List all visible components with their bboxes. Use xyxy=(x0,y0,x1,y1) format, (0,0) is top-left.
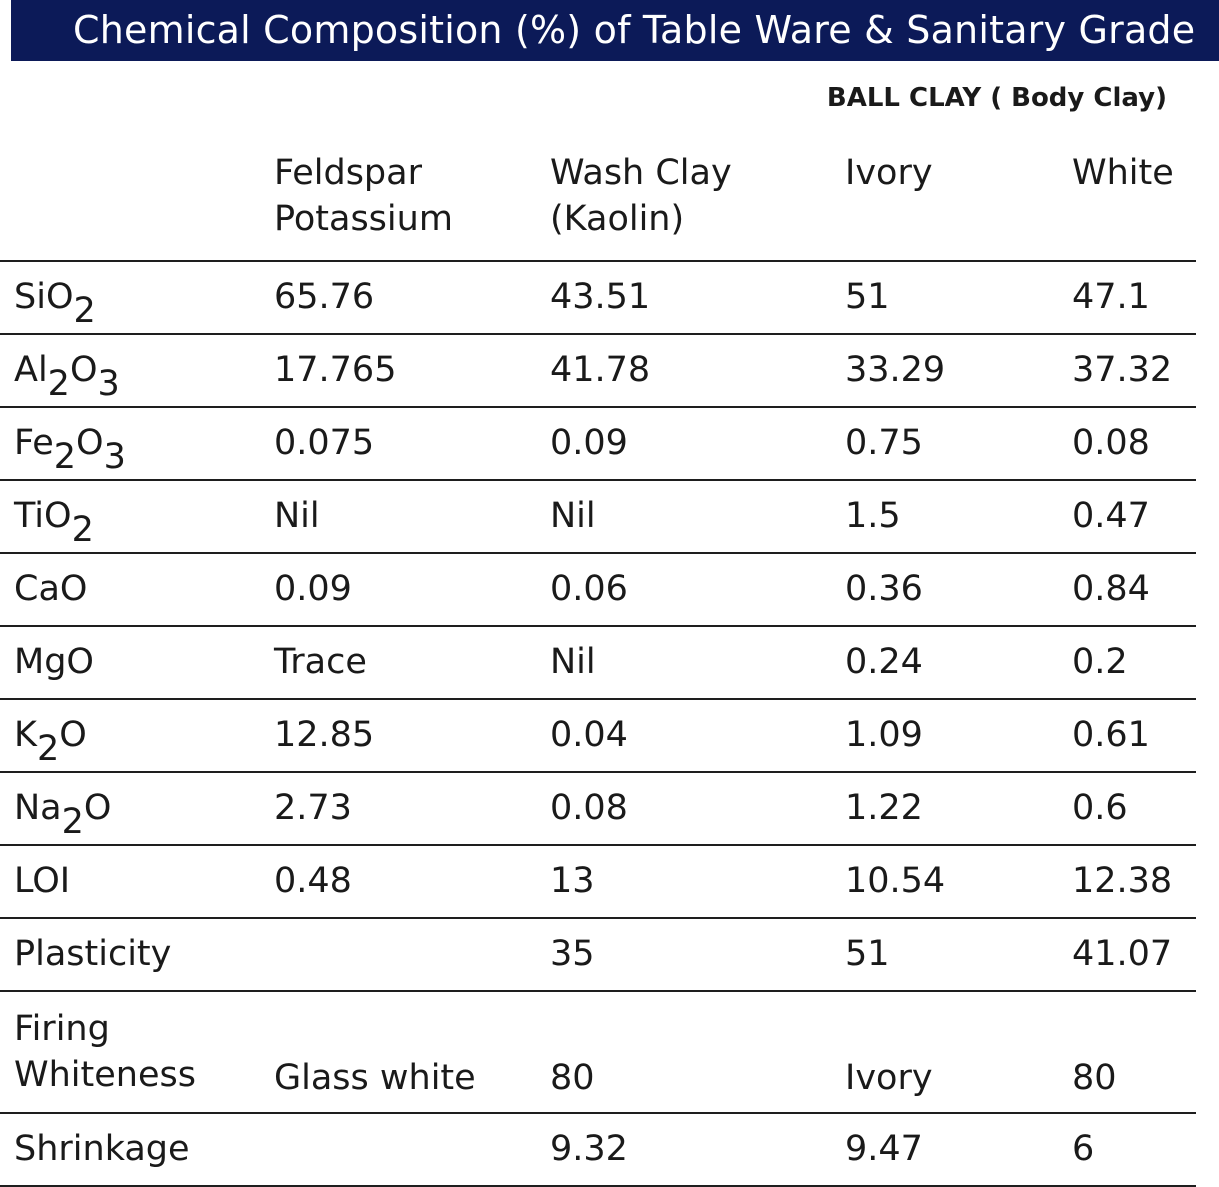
table-row: K2O 12.85 0.04 1.09 0.61 xyxy=(0,700,1196,773)
cell-wash-clay: 9.32 xyxy=(550,1129,628,1169)
cell-wash-clay: 0.06 xyxy=(550,569,628,609)
table-row: Na2O 2.73 0.08 1.22 0.6 xyxy=(0,773,1196,846)
cell-white: 37.32 xyxy=(1072,350,1173,390)
column-header-wash-clay: Wash Clay (Kaolin) xyxy=(550,153,732,239)
cell-white: 47.1 xyxy=(1072,277,1150,317)
composition-table: Feldspar Potassium Wash Clay (Kaolin) Iv… xyxy=(0,146,1196,1187)
cell-white: 80 xyxy=(1072,1058,1117,1098)
cell-ivory: 0.75 xyxy=(845,423,923,463)
row-label: MgO xyxy=(14,642,94,682)
table-header-row: Feldspar Potassium Wash Clay (Kaolin) Iv… xyxy=(0,146,1196,262)
cell-feldspar-potassium: Glass white xyxy=(274,1058,476,1098)
cell-wash-clay: 0.09 xyxy=(550,423,628,463)
cell-wash-clay: Nil xyxy=(550,496,596,536)
cell-wash-clay: 0.04 xyxy=(550,715,628,755)
cell-white: 0.6 xyxy=(1072,788,1128,828)
cell-ivory: 1.09 xyxy=(845,715,923,755)
cell-feldspar-potassium: 0.075 xyxy=(274,423,375,463)
cell-feldspar-potassium: 2.73 xyxy=(274,788,352,828)
cell-feldspar-potassium: Nil xyxy=(274,496,320,536)
table-body: SiO2 65.76 43.51 51 47.1 Al2O3 17.765 41.78 33.2… xyxy=(0,262,1196,1187)
cell-feldspar-potassium: 17.765 xyxy=(274,350,397,390)
table-row: SiO2 65.76 43.51 51 47.1 xyxy=(0,262,1196,335)
row-label: Firing Whiteness xyxy=(14,1009,196,1095)
table-row: Al2O3 17.765 41.78 33.29 37.32 xyxy=(0,335,1196,408)
row-label: LOI xyxy=(14,861,71,901)
cell-ivory: 33.29 xyxy=(845,350,946,390)
page-title: Chemical Composition (%) of Table Ware &… xyxy=(73,8,1196,52)
cell-ivory: 1.5 xyxy=(845,496,901,536)
column-header-feldspar-potassium: Feldspar Potassium xyxy=(274,153,453,239)
cell-feldspar-potassium: 12.85 xyxy=(274,715,375,755)
cell-feldspar-potassium: 0.48 xyxy=(274,861,352,901)
row-label: Fe2O3 xyxy=(14,423,126,477)
table-row: Shrinkage 9.32 9.47 6 xyxy=(0,1114,1196,1187)
cell-feldspar-potassium: 0.09 xyxy=(274,569,352,609)
row-label: K2O xyxy=(14,715,87,769)
cell-ivory: 0.24 xyxy=(845,642,923,682)
cell-ivory: 51 xyxy=(845,277,890,317)
row-label: Al2O3 xyxy=(14,350,120,404)
table-row: TiO2 Nil Nil 1.5 0.47 xyxy=(0,481,1196,554)
cell-ivory: 0.36 xyxy=(845,569,923,609)
cell-ivory: 9.47 xyxy=(845,1129,923,1169)
cell-wash-clay: 13 xyxy=(550,861,595,901)
table-row: Plasticity 35 51 41.07 xyxy=(0,919,1196,992)
cell-white: 0.47 xyxy=(1072,496,1150,536)
title-banner: Chemical Composition (%) of Table Ware &… xyxy=(11,0,1219,61)
column-header-white: White xyxy=(1072,153,1174,193)
cell-wash-clay: 80 xyxy=(550,1058,595,1098)
table-row: Firing Whiteness Glass white 80 Ivory 80 xyxy=(0,992,1196,1114)
cell-ivory: 1.22 xyxy=(845,788,923,828)
cell-wash-clay: 43.51 xyxy=(550,277,651,317)
cell-white: 0.84 xyxy=(1072,569,1150,609)
cell-white: 6 xyxy=(1072,1129,1095,1169)
table-subtitle: BALL CLAY ( Body Clay) xyxy=(826,83,1167,113)
row-label: Shrinkage xyxy=(14,1129,190,1169)
cell-white: 12.38 xyxy=(1072,861,1173,901)
cell-ivory: 10.54 xyxy=(845,861,946,901)
cell-white: 0.08 xyxy=(1072,423,1150,463)
cell-wash-clay: 41.78 xyxy=(550,350,651,390)
row-label: CaO xyxy=(14,569,88,609)
cell-feldspar-potassium: 65.76 xyxy=(274,277,375,317)
cell-wash-clay: 0.08 xyxy=(550,788,628,828)
table-row: MgO Trace Nil 0.24 0.2 xyxy=(0,627,1196,700)
cell-white: 41.07 xyxy=(1072,934,1173,974)
cell-ivory: 51 xyxy=(845,934,890,974)
cell-white: 0.61 xyxy=(1072,715,1150,755)
table-row: CaO 0.09 0.06 0.36 0.84 xyxy=(0,554,1196,627)
row-label: Na2O xyxy=(14,788,112,842)
column-header-ivory: Ivory xyxy=(845,153,933,193)
cell-feldspar-potassium: Trace xyxy=(274,642,367,682)
table-row: Fe2O3 0.075 0.09 0.75 0.08 xyxy=(0,408,1196,481)
cell-wash-clay: Nil xyxy=(550,642,596,682)
cell-wash-clay: 35 xyxy=(550,934,595,974)
table-row: LOI 0.48 13 10.54 12.38 xyxy=(0,846,1196,919)
row-label: SiO2 xyxy=(14,277,96,331)
cell-white: 0.2 xyxy=(1072,642,1128,682)
row-label: TiO2 xyxy=(14,496,94,550)
row-label: Plasticity xyxy=(14,934,172,974)
cell-ivory: Ivory xyxy=(845,1058,933,1098)
